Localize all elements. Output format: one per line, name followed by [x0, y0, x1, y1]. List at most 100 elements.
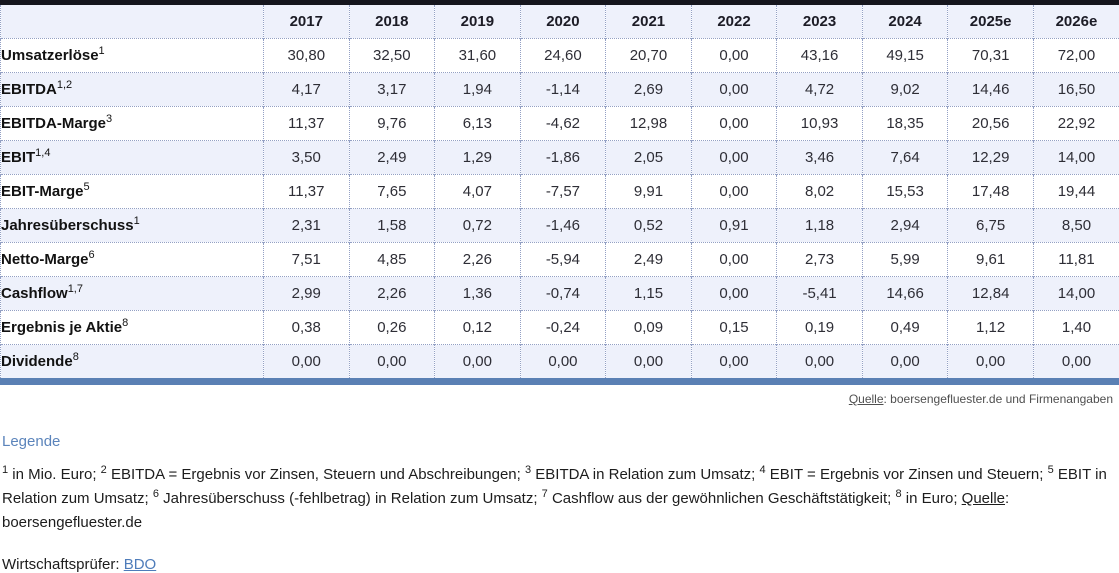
row-label: EBITDA-Marge3 [1, 107, 264, 141]
table-cell: 18,35 [862, 107, 948, 141]
table-cell: 31,60 [435, 39, 521, 73]
table-cell: 3,50 [264, 141, 350, 175]
row-label: Umsatzerlöse1 [1, 39, 264, 73]
table-cell: 70,31 [948, 39, 1034, 73]
table-cell: 0,00 [691, 175, 777, 209]
row-label: Netto-Marge6 [1, 243, 264, 277]
table-cell: -0,74 [520, 277, 606, 311]
table-cell: 2,94 [862, 209, 948, 243]
table-cell: -5,94 [520, 243, 606, 277]
table-cell: -7,57 [520, 175, 606, 209]
auditor-label: Wirtschaftsprüfer: [2, 556, 124, 573]
table-cell: 0,09 [606, 311, 692, 345]
table-cell: 14,46 [948, 73, 1034, 107]
table-cell: 0,00 [1033, 345, 1119, 382]
table-cell: 0,91 [691, 209, 777, 243]
table-cell: 6,13 [435, 107, 521, 141]
table-cell: 20,70 [606, 39, 692, 73]
auditor-link[interactable]: BDO [124, 556, 157, 573]
year-column-header: 2017 [264, 3, 350, 39]
year-column-header: 2023 [777, 3, 863, 39]
table-cell: 0,00 [606, 345, 692, 382]
table-cell: 0,00 [862, 345, 948, 382]
table-cell: 1,36 [435, 277, 521, 311]
year-column-header: 2026e [1033, 3, 1119, 39]
table-cell: 16,50 [1033, 73, 1119, 107]
table-cell: 1,58 [349, 209, 435, 243]
table-cell: 0,00 [691, 39, 777, 73]
table-cell: 2,69 [606, 73, 692, 107]
year-column-header: 2021 [606, 3, 692, 39]
table-cell: 8,50 [1033, 209, 1119, 243]
footnote-number: 6 [153, 488, 159, 500]
table-cell: 1,15 [606, 277, 692, 311]
table-cell: 0,38 [264, 311, 350, 345]
table-cell: 3,17 [349, 73, 435, 107]
table-cell: 10,93 [777, 107, 863, 141]
table-cell: 2,49 [606, 243, 692, 277]
table-cell: 9,76 [349, 107, 435, 141]
table-cell: 7,51 [264, 243, 350, 277]
table-cell: 32,50 [349, 39, 435, 73]
row-label: EBIT1,4 [1, 141, 264, 175]
table-cell: 0,15 [691, 311, 777, 345]
year-column-header: 2025e [948, 3, 1034, 39]
table-cell: 2,26 [349, 277, 435, 311]
corner-header-cell [1, 3, 264, 39]
table-cell: 12,98 [606, 107, 692, 141]
table-cell: 11,37 [264, 175, 350, 209]
footnote-number: 4 [760, 464, 766, 476]
table-cell: 49,15 [862, 39, 948, 73]
table-cell: 24,60 [520, 39, 606, 73]
year-column-header: 2024 [862, 3, 948, 39]
table-source-line: Quelle: boersengefluester.de und Firmena… [0, 392, 1113, 406]
footnote-number: 7 [542, 488, 548, 500]
row-label: EBIT-Marge5 [1, 175, 264, 209]
footnote-number: 1 [2, 464, 8, 476]
table-cell: 4,17 [264, 73, 350, 107]
table-cell: 8,02 [777, 175, 863, 209]
legend-title: Legende [2, 433, 1119, 450]
table-cell: 11,81 [1033, 243, 1119, 277]
table-cell: 43,16 [777, 39, 863, 73]
footnote-number: 3 [525, 464, 531, 476]
table-cell: 4,85 [349, 243, 435, 277]
table-cell: 0,00 [691, 243, 777, 277]
table-cell: -5,41 [777, 277, 863, 311]
table-cell: -1,86 [520, 141, 606, 175]
table-source-quelle-label: Quelle [849, 392, 884, 406]
table-cell: 2,49 [349, 141, 435, 175]
row-label: Ergebnis je Aktie8 [1, 311, 264, 345]
legend-source-quelle-label: Quelle [962, 490, 1005, 507]
table-cell: 0,00 [349, 345, 435, 382]
year-column-header: 2019 [435, 3, 521, 39]
table-cell: 0,00 [691, 73, 777, 107]
table-cell: 2,05 [606, 141, 692, 175]
table-cell: 6,75 [948, 209, 1034, 243]
table-cell: 4,72 [777, 73, 863, 107]
year-column-header: 2022 [691, 3, 777, 39]
table-source-text: : boersengefluester.de und Firmenangaben [884, 392, 1114, 406]
table-cell: 0,00 [691, 141, 777, 175]
table-cell: 14,00 [1033, 141, 1119, 175]
legend-footnotes: 1 in Mio. Euro; 2 EBITDA = Ergebnis vor … [2, 463, 1112, 535]
table-cell: 0,00 [520, 345, 606, 382]
table-cell: 0,49 [862, 311, 948, 345]
table-cell: 1,94 [435, 73, 521, 107]
table-cell: 0,00 [691, 345, 777, 382]
table-cell: 0,00 [264, 345, 350, 382]
table-cell: 0,26 [349, 311, 435, 345]
table-cell: 9,91 [606, 175, 692, 209]
table-cell: -1,46 [520, 209, 606, 243]
table-cell: 0,52 [606, 209, 692, 243]
footnote-number: 8 [896, 488, 902, 500]
